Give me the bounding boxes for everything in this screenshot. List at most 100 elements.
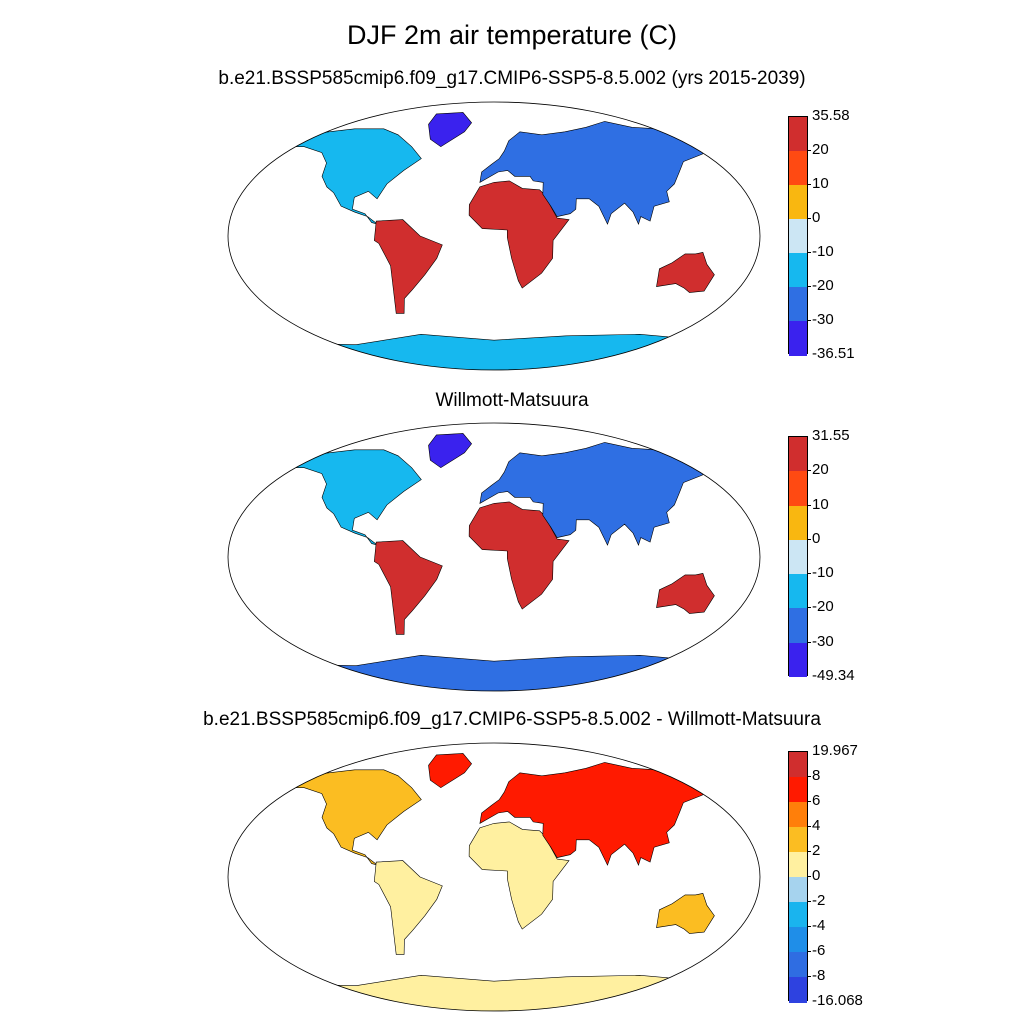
colorbar-label: 19.967 [812,742,858,759]
colorbar-label: 4 [812,817,821,834]
colorbar-segment [789,877,807,903]
colorbar-label: -8 [812,967,826,984]
colorbar-tick [808,573,811,575]
land-north-america [284,769,422,866]
colorbar-label: -16.068 [812,992,863,1009]
colorbar-segment [789,471,807,507]
colorbar-tick [808,951,811,952]
colorbar-tick [808,776,811,777]
colorbar-label: 8 [812,767,821,784]
colorbar-segment [789,977,807,1003]
colorbar-label: -20 [812,277,834,294]
land-africa [468,180,570,289]
colorbar-segment [789,827,807,853]
colorbar-tick [808,252,811,253]
colorbar-tick [808,926,811,927]
colorbar-segment [789,437,807,472]
colorbar-label: 20 [812,141,829,158]
colorbar-tick [808,801,811,802]
colorbar-segment [789,608,807,644]
colorbar-box [788,436,808,678]
map-obs [227,422,761,692]
colorbar-label: -49.34 [812,667,855,684]
colorbar-segment [789,253,807,288]
panel-obs-subtitle: Willmott-Matsuura [435,390,589,411]
colorbar-label: -30 [812,311,834,328]
map-boundary [227,101,761,371]
colorbar-label: 35.58 [812,107,850,124]
colorbar-label: 2 [812,842,821,859]
colorbar-model: 35.58 20 10 0 -10 -20 -30 -36.51 [788,107,855,362]
land-south-america [373,219,443,314]
colorbar-segment [789,505,807,541]
colorbar-segment [789,902,807,928]
land-greenland [428,433,472,469]
colorbar-label: 31.55 [812,427,850,444]
land-eurasia [479,121,711,225]
colorbar-tick [808,150,811,151]
colorbar-label: 0 [812,867,821,884]
colorbar-tick [808,218,811,219]
colorbar-label: -6 [812,942,826,959]
map-diff [227,742,761,1012]
colorbar-segment [789,185,807,220]
colorbar-segment [789,219,807,254]
map-boundary [227,422,761,692]
colorbar-label: 10 [812,175,829,192]
colorbar-tick [808,851,811,852]
panel-model-subtitle: b.e21.BSSP585cmip6.f09_g17.CMIP6-SSP5-8.… [218,68,806,89]
colorbar-tick [808,641,811,643]
colorbar-segment [789,321,807,356]
land-south-america [373,540,443,635]
colorbar-segment [789,642,807,678]
colorbar-label: 0 [812,209,821,226]
land-antarctica [284,333,708,370]
map-model [227,101,761,371]
land-north-america [284,449,422,546]
colorbar-segment [789,777,807,803]
colorbar-tick [808,901,811,902]
colorbar-label: -36.51 [812,345,855,362]
land-north-america [284,128,422,225]
colorbar-segment [789,287,807,322]
colorbar-segment [789,952,807,978]
land-antarctica [284,654,708,691]
colorbar-obs: 31.55 20 10 0 -10 -20 -30 -49.34 [788,427,855,684]
colorbar-tick [808,976,811,977]
colorbar-segment [789,117,807,152]
colorbar-label: -10 [812,243,834,260]
colorbar-label: -30 [812,632,834,650]
colorbar-tick [808,184,811,185]
panel-diff-subtitle: b.e21.BSSP585cmip6.f09_g17.CMIP6-SSP5-8.… [203,709,821,730]
colorbar-tick [808,504,811,506]
land-eurasia [479,442,711,546]
colorbar-segment [789,539,807,575]
map-boundary [227,742,761,1012]
colorbar-label: -10 [812,564,834,582]
land-greenland [428,112,472,148]
colorbar-label: -4 [812,917,826,934]
colorbar-label: 0 [812,529,821,547]
land-south-america [373,860,443,955]
land-africa [468,821,570,930]
land-antarctica [284,974,708,1011]
colorbar-segment [789,852,807,878]
colorbar-box [788,751,808,1003]
land-africa [468,501,570,610]
colorbar-segment [789,802,807,828]
colorbar-segment [789,927,807,953]
land-eurasia [479,762,711,866]
colorbar-diff: 19.967 8 6 4 2 0 -2 -4 -6 -8 -16.068 [788,742,863,1009]
colorbar-label: 10 [812,495,829,513]
land-australia [656,252,715,293]
colorbar-label: -2 [812,892,826,909]
colorbar-tick [808,286,811,287]
land-australia [656,893,715,934]
colorbar-segment [789,752,807,778]
land-greenland [428,753,472,789]
land-australia [656,573,715,614]
colorbar-segment [789,151,807,186]
colorbar-segment [789,574,807,609]
colorbar-tick [808,607,811,609]
figure-title: DJF 2m air temperature (C) [346,20,678,50]
